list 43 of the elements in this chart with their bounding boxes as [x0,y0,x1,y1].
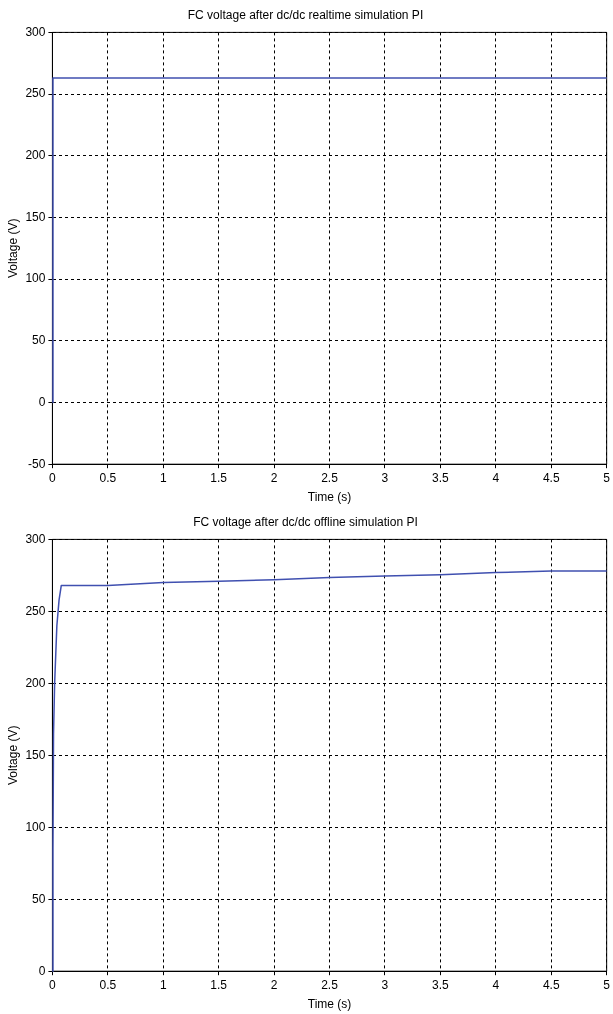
x-tick-label: 0.5 [99,470,117,485]
y-tick-label: 100 [25,819,46,834]
y-tick-label: 0 [38,394,46,409]
x-tick-label: 3 [381,977,389,992]
x-tick-label: 5 [603,470,611,485]
y-tick-label: 150 [25,209,46,224]
y-axis-title: Voltage (V) [5,725,20,785]
x-tick-label: 3.5 [432,977,450,992]
x-tick-label: 2.5 [321,977,339,992]
x-tick-label: 2 [270,977,278,992]
x-tick-label: 4.5 [542,470,560,485]
x-tick-label: 1 [159,470,167,485]
x-tick-label: 1.5 [210,977,228,992]
x-tick-label: 2 [270,470,278,485]
y-tick-label: 0 [38,963,46,978]
y-tick-label: 150 [25,747,46,762]
x-tick-label: 0 [49,470,57,485]
x-tick-label: 4.5 [542,977,560,992]
x-axis-title: Time (s) [307,490,352,505]
y-tick-label: 200 [25,148,46,163]
x-tick-label: 0 [49,977,57,992]
y-tick-label: -50 [28,456,46,471]
x-tick-label: 4 [492,470,500,485]
y-tick-label: 300 [25,24,46,39]
x-tick-label: 0.5 [99,977,117,992]
x-tick-label: 3 [381,470,389,485]
chart-title: FC voltage after dc/dc realtime simulation PI [187,7,424,22]
chart-title: FC voltage after dc/dc offline simulation PI [193,514,418,529]
y-tick-label: 50 [32,891,46,906]
y-tick-label: 300 [25,531,46,546]
x-axis-title: Time (s) [307,997,352,1012]
y-tick-label: 200 [25,675,46,690]
x-tick-label: 3.5 [432,470,450,485]
x-tick-label: 4 [492,977,500,992]
y-tick-label: 100 [25,271,46,286]
y-tick-label: 50 [32,333,46,348]
x-tick-label: 1.5 [210,470,228,485]
x-tick-label: 1 [159,977,167,992]
y-tick-label: 250 [25,603,46,618]
y-axis-title: Voltage (V) [5,218,20,278]
x-tick-label: 2.5 [321,470,339,485]
y-tick-label: 250 [25,86,46,101]
x-tick-label: 5 [603,977,611,992]
